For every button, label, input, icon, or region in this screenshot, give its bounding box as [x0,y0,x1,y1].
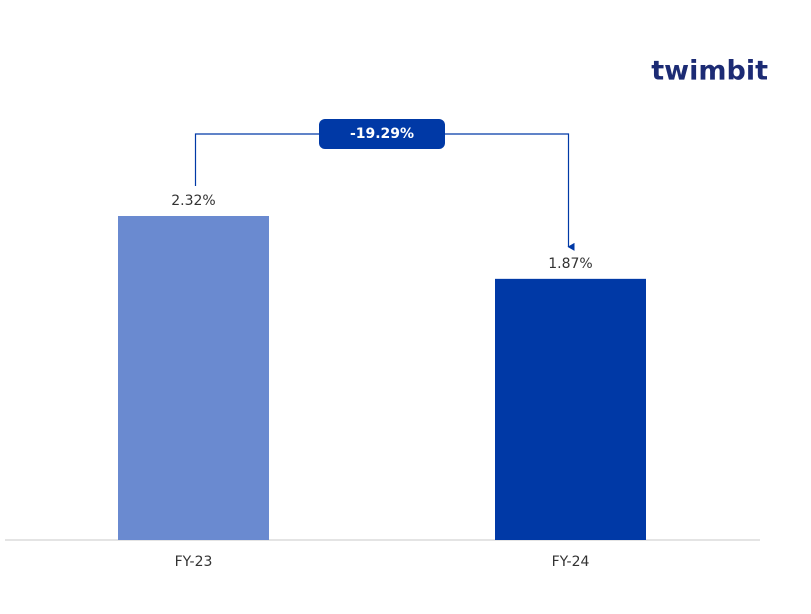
logo: twimbit [651,56,768,87]
bar [495,278,646,540]
value-label: 2.32% [171,193,215,209]
x-tick-label: FY-24 [552,554,590,570]
value-label: 1.87% [548,256,592,272]
bar [118,216,269,540]
annotation: -19.29% [350,126,414,142]
x-tick-label: FY-23 [175,554,213,570]
annotation-box [319,119,445,149]
